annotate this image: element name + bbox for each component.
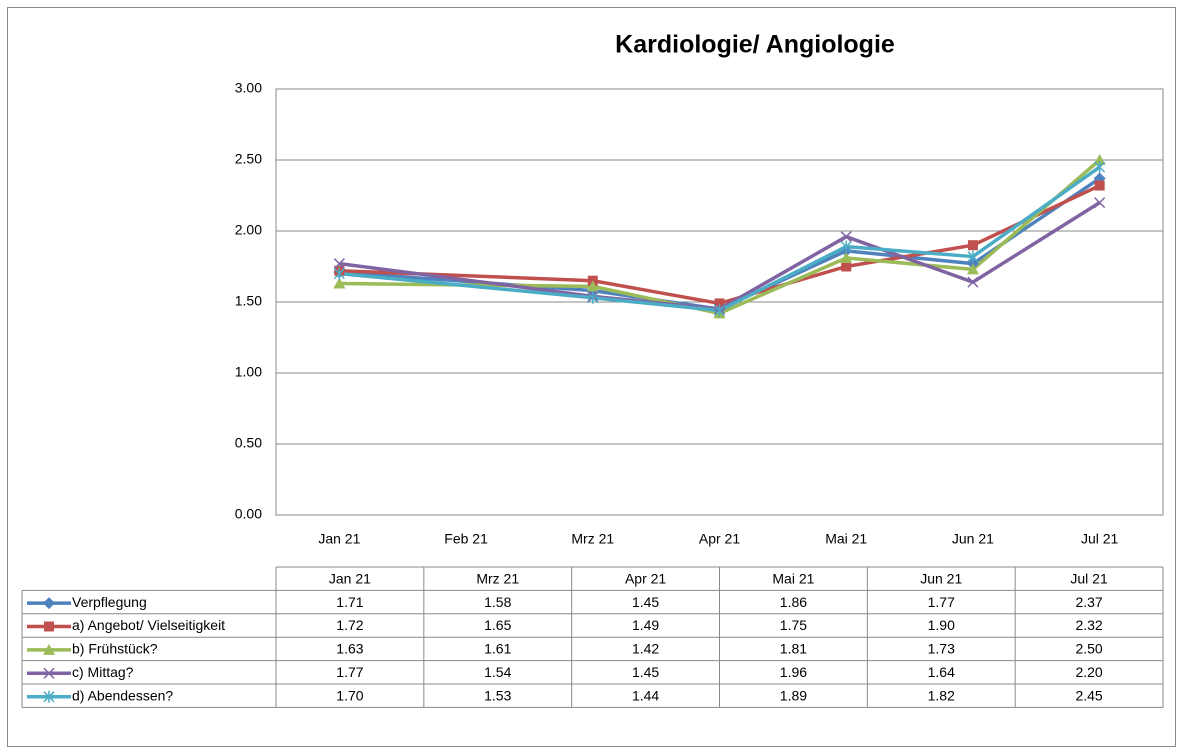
- table-cell: 1.90: [928, 617, 955, 633]
- table-cell: 1.77: [928, 594, 955, 610]
- table-cell: 1.44: [632, 687, 659, 703]
- legend-label: d) Abendessen?: [72, 687, 173, 703]
- y-tick-label: 1.00: [235, 364, 262, 380]
- table-cell: 1.45: [632, 664, 659, 680]
- marker: [840, 240, 852, 253]
- legend-marker: [43, 643, 55, 655]
- legend-label: a) Angebot/ Vielseitigkeit: [72, 617, 225, 633]
- table-header: Jul 21: [1070, 570, 1108, 586]
- table-header: Mai 21: [772, 570, 814, 586]
- series-line: [339, 165, 1101, 313]
- marker: [966, 263, 979, 275]
- table-header: Jan 21: [329, 570, 371, 586]
- table-cell: 1.63: [336, 641, 363, 657]
- table-cell: 1.86: [780, 594, 807, 610]
- marker: [967, 240, 978, 251]
- y-tick-label: 0.00: [235, 506, 262, 522]
- table-cell: 2.32: [1075, 617, 1102, 633]
- y-tick-label: 3.00: [235, 80, 262, 96]
- marker: [714, 298, 725, 309]
- y-tick-label: 0.50: [235, 435, 262, 451]
- marker: [333, 277, 346, 289]
- marker: [840, 231, 852, 243]
- table-cell: 1.73: [928, 641, 955, 657]
- marker: [587, 291, 599, 304]
- table-cell: 1.53: [484, 687, 511, 703]
- marker: [967, 276, 979, 288]
- table-cell: 1.75: [780, 617, 807, 633]
- legend-label: Verpflegung: [72, 594, 147, 610]
- table-cell: 1.72: [336, 617, 363, 633]
- series-line: [339, 158, 1101, 316]
- table-cell: 1.89: [780, 687, 807, 703]
- table-cell: 1.58: [484, 594, 511, 610]
- marker: [713, 304, 726, 317]
- table-cell: 1.81: [780, 641, 807, 657]
- y-tick-label: 1.50: [235, 293, 262, 309]
- chart-title: Kardiologie/ Angiologie: [615, 31, 895, 59]
- table-cell: 1.77: [336, 664, 363, 680]
- table-cell: 1.54: [484, 664, 511, 680]
- table-cell: 1.82: [928, 687, 955, 703]
- table-cell: 1.49: [632, 617, 659, 633]
- table-cell: 1.64: [928, 664, 955, 680]
- x-tick-label: Mai 21: [825, 531, 867, 547]
- marker: [1093, 154, 1106, 165]
- marker: [841, 261, 852, 272]
- legend-marker: [43, 597, 55, 610]
- x-tick-label: Feb 21: [444, 531, 488, 547]
- table-cell: 2.20: [1075, 664, 1102, 680]
- series-line: [339, 201, 1101, 311]
- table-header: Jun 21: [920, 570, 962, 586]
- marker: [1094, 197, 1106, 209]
- table-cell: 1.61: [484, 641, 511, 657]
- table-cell: 1.96: [780, 664, 807, 680]
- legend-marker: [44, 621, 54, 632]
- table-cell: 1.45: [632, 594, 659, 610]
- x-tick-label: Apr 21: [699, 531, 740, 547]
- legend-marker: [43, 667, 55, 679]
- marker: [967, 250, 979, 263]
- x-tick-label: Jul 21: [1081, 531, 1119, 547]
- legend-marker: [43, 690, 55, 703]
- y-tick-label: 2.50: [235, 151, 262, 167]
- table-cell: 1.65: [484, 617, 511, 633]
- marker: [333, 258, 345, 270]
- marker: [1094, 161, 1106, 174]
- table-cell: 2.37: [1075, 594, 1102, 610]
- marker: [586, 280, 599, 292]
- y-tick-label: 2.00: [235, 222, 262, 238]
- table-cell: 1.42: [632, 641, 659, 657]
- marker: [840, 251, 853, 263]
- table-cell: 2.50: [1075, 641, 1102, 657]
- table-cell: 1.70: [336, 687, 363, 703]
- legend-label: b) Frühstück?: [72, 641, 158, 657]
- marker: [333, 267, 345, 280]
- table-header: Mrz 21: [476, 570, 519, 586]
- legend-label: c) Mittag?: [72, 664, 134, 680]
- x-tick-label: Jan 21: [318, 531, 360, 547]
- table-cell: 1.71: [336, 594, 363, 610]
- chart-border: [7, 7, 1176, 747]
- marker: [1094, 180, 1105, 191]
- x-tick-label: Jun 21: [952, 531, 994, 547]
- x-tick-label: Mrz 21: [571, 531, 614, 547]
- table-cell: 2.45: [1075, 687, 1102, 703]
- table-header: Apr 21: [625, 570, 666, 586]
